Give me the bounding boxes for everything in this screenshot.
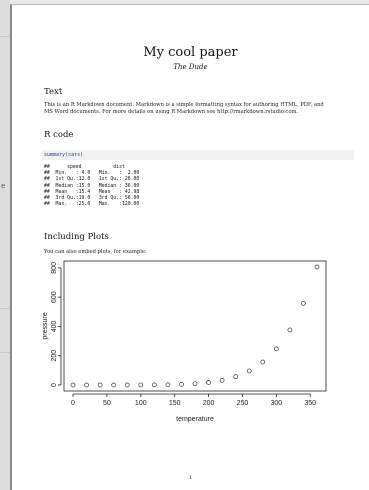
data-point: [165, 382, 171, 388]
output-line: ## speed dist: [44, 165, 137, 170]
x-tick-label: 250: [237, 400, 249, 407]
x-axis-ticks: 0 50 100 150 200 250 300 350: [71, 394, 316, 407]
left-margin-strip: e: [0, 0, 10, 490]
data-point: [124, 382, 130, 388]
document-page: My cool paper The Dude Text This is an R…: [10, 4, 369, 490]
y-tick-label: 200: [51, 350, 58, 362]
x-tick-label: 150: [169, 400, 181, 407]
data-point: [97, 382, 103, 388]
page-number: 1: [188, 475, 193, 481]
output-line: ## Median :15.0 Median : 36.00: [44, 183, 146, 189]
y-axis-label: pressure: [42, 312, 49, 339]
code-output: ## speed dist ## Min. : 4.0 Min. : 2.00 …: [44, 165, 145, 208]
text-paragraph-line: MS Word documents. For more details on u…: [44, 109, 299, 115]
author-name: The Dude: [173, 63, 208, 71]
data-point: [219, 377, 225, 383]
text-paragraph-line: This is an R Markdown document. Markdown…: [44, 102, 324, 108]
y-axis-ticks: 0 200 400 600 800: [51, 262, 61, 387]
y-tick-label: 600: [51, 291, 58, 303]
left-margin-divider: [0, 308, 10, 309]
pressure-scatter-plot: 0 50 100 150 200 250 300 350 0 200 400 600 800 temp…: [42, 260, 327, 423]
data-points: [70, 264, 320, 388]
y-tick-label: 400: [51, 320, 58, 332]
output-line: ## Mean :15.4 Mean : 42.98: [44, 189, 146, 195]
data-point: [233, 374, 239, 380]
text-paragraph: This is an R Markdown document. Markdown…: [44, 102, 356, 116]
data-point: [70, 382, 76, 388]
left-margin-divider: [0, 36, 10, 37]
x-tick-label: 100: [135, 400, 147, 407]
code-chunk: summary(cars): [42, 150, 354, 160]
x-tick-label: 300: [270, 400, 282, 407]
x-tick-label: 350: [304, 400, 316, 407]
data-point: [246, 368, 252, 374]
page-title: My cool paper: [143, 45, 238, 60]
data-point: [111, 382, 117, 388]
data-point: [273, 346, 279, 352]
data-point: [314, 264, 320, 270]
output-line: ## 3rd Qu.:19.0 3rd Qu.: 56.00: [44, 196, 146, 202]
x-axis-label: temperature: [176, 416, 214, 423]
data-point: [192, 381, 198, 387]
left-margin-glyph: e: [1, 182, 6, 190]
data-point: [206, 380, 211, 385]
y-tick-label: 800: [51, 262, 58, 274]
y-tick-label: 0: [51, 383, 58, 387]
data-point: [179, 382, 184, 387]
output-line: ## 1st Qu.:12.0 1st Qu.: 26.00: [44, 177, 146, 183]
section-heading-plots: Including Plots: [44, 232, 109, 242]
section-heading-rcode: R code: [44, 130, 74, 140]
plots-intro: You can also embed plots, for example:: [44, 249, 147, 255]
plot-frame: [63, 260, 327, 392]
data-point: [84, 382, 89, 388]
data-point: [260, 359, 266, 365]
section-heading-text: Text: [44, 87, 63, 97]
x-tick-label: 50: [103, 400, 111, 407]
x-tick-label: 0: [71, 400, 75, 407]
data-point: [138, 382, 144, 388]
output-line: ## Max. :25.0 Max. :120.00: [44, 202, 146, 208]
data-point: [151, 382, 157, 388]
x-tick-label: 200: [203, 400, 215, 407]
data-point: [287, 327, 293, 333]
output-line: ## Min. : 4.0 Min. : 2.00: [44, 171, 146, 177]
left-margin-divider: [0, 352, 10, 353]
data-point: [301, 300, 306, 306]
